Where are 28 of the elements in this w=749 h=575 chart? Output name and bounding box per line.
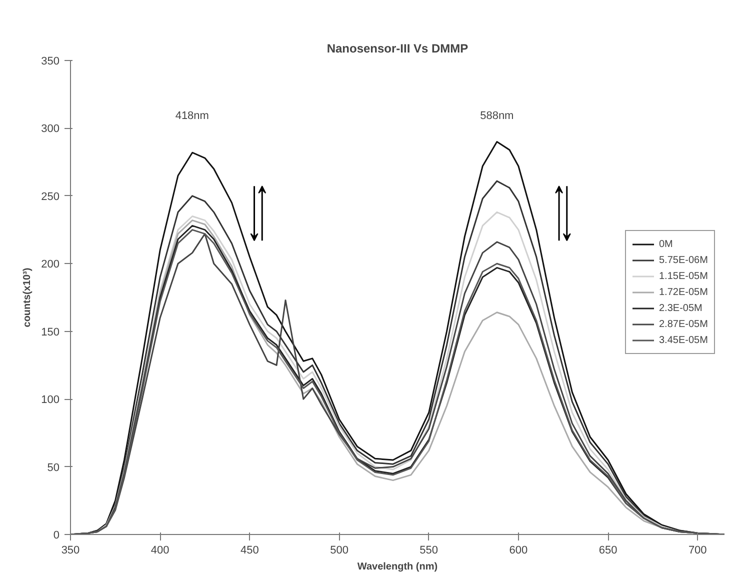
y-tick-label: 50 bbox=[47, 462, 60, 474]
x-tick-label: 400 bbox=[150, 544, 170, 556]
annotation: 418nm bbox=[175, 110, 209, 122]
y-tick-label: 350 bbox=[41, 56, 60, 68]
y-tick-label: 100 bbox=[41, 394, 60, 406]
x-tick-label: 650 bbox=[598, 544, 618, 556]
x-tick-label: 700 bbox=[688, 544, 707, 556]
legend-label: 1.15E-05M bbox=[659, 270, 708, 283]
legend-label: 0M bbox=[659, 238, 674, 251]
legend-label: 2.87E-05M bbox=[659, 318, 708, 331]
legend-label: 2.3E-05M bbox=[659, 302, 702, 315]
x-tick-label: 500 bbox=[330, 544, 348, 556]
x-axis-title: Wavelength (nm) bbox=[357, 562, 438, 572]
x-tick-label: 550 bbox=[420, 544, 438, 556]
y-tick-label: 200 bbox=[41, 258, 60, 271]
legend-label: 3.45E-05M bbox=[659, 334, 708, 347]
legend-label: 1.72E-05M bbox=[659, 286, 708, 299]
legend-label: 5.75E-06M bbox=[659, 254, 708, 267]
x-tick-label: 350 bbox=[61, 544, 80, 556]
y-axis-title: counts(x10³) bbox=[22, 268, 34, 328]
annotation: 588nm bbox=[480, 110, 514, 122]
y-tick-label: 250 bbox=[41, 190, 60, 203]
y-tick-label: 150 bbox=[41, 326, 60, 338]
y-tick-label: 0 bbox=[53, 530, 60, 542]
y-tick-label: 300 bbox=[41, 123, 60, 136]
x-tick-label: 450 bbox=[240, 544, 259, 556]
x-tick-label: 600 bbox=[509, 544, 528, 556]
chart-title: Nanosensor-III Vs DMMP bbox=[326, 42, 468, 56]
